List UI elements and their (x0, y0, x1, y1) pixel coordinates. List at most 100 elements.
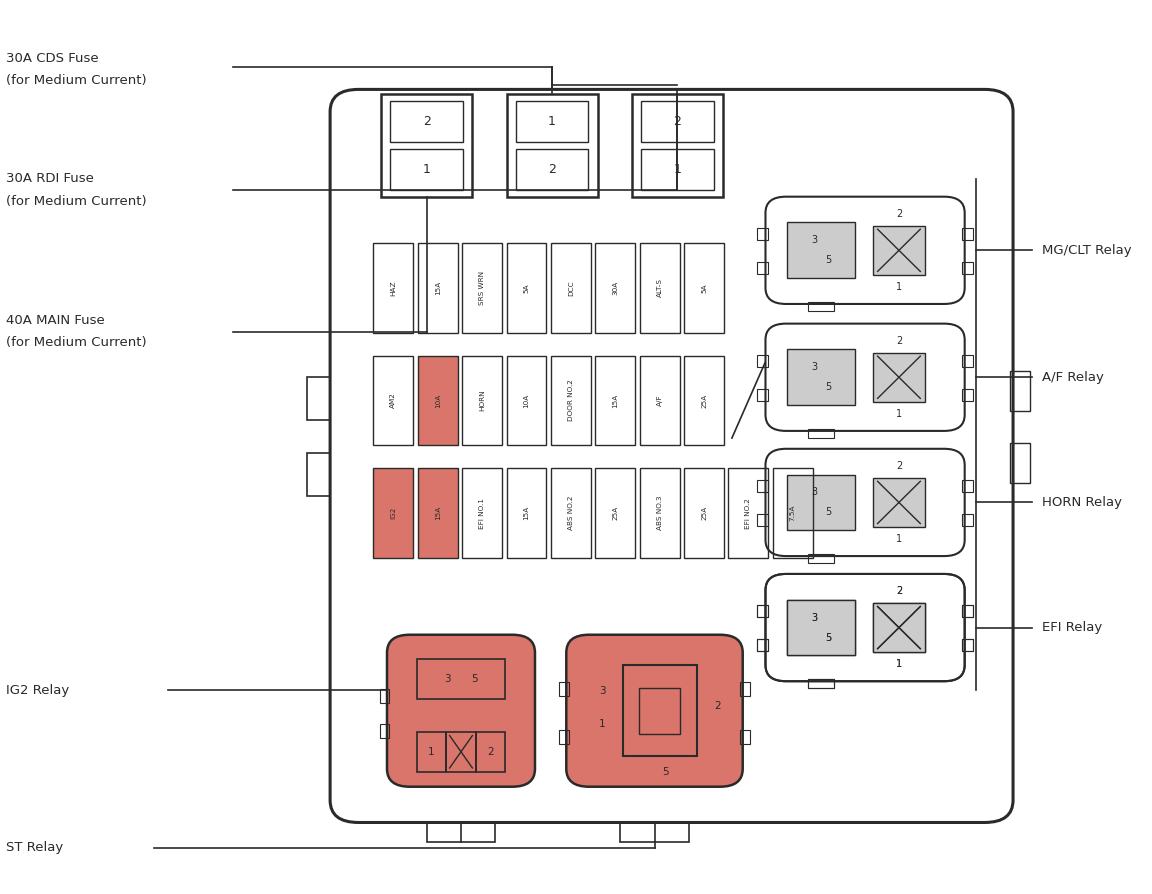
Text: 10A: 10A (523, 393, 530, 408)
Text: 1: 1 (896, 659, 902, 669)
Text: HORN Relay: HORN Relay (1041, 496, 1122, 509)
Text: 5: 5 (471, 674, 478, 684)
Bar (507, 356, 546, 445)
Bar (962, 262, 973, 274)
Bar (873, 603, 925, 653)
Text: 2: 2 (896, 336, 902, 346)
Bar (962, 639, 973, 651)
Bar (962, 605, 973, 617)
Text: 3: 3 (811, 612, 818, 622)
Text: 2: 2 (896, 461, 902, 471)
Text: 5: 5 (825, 383, 831, 392)
Bar (308, 377, 331, 420)
Text: 5: 5 (825, 508, 831, 518)
Bar (507, 468, 546, 558)
Text: ALT-S: ALT-S (657, 278, 662, 298)
Text: (for Medium Current): (for Medium Current) (6, 336, 146, 349)
Text: EFI NO.1: EFI NO.1 (479, 498, 485, 528)
Bar (788, 600, 855, 655)
Text: ABS NO.2: ABS NO.2 (568, 496, 574, 530)
Bar (551, 356, 591, 445)
Bar (418, 356, 457, 445)
Bar (418, 468, 457, 558)
Bar (873, 225, 925, 275)
Bar (757, 514, 767, 526)
Bar (623, 665, 697, 756)
Text: 1: 1 (896, 409, 902, 418)
Bar (757, 639, 767, 651)
Bar (962, 228, 973, 240)
Text: 30A RDI Fuse: 30A RDI Fuse (6, 173, 93, 185)
Bar (788, 475, 855, 530)
Bar (559, 730, 569, 744)
Bar (809, 554, 834, 563)
Bar (757, 389, 767, 401)
Text: 2: 2 (423, 114, 431, 128)
Text: A/F Relay: A/F Relay (1041, 371, 1104, 384)
Bar (417, 659, 506, 698)
Bar (962, 389, 973, 401)
Text: 3: 3 (811, 612, 818, 622)
Bar (684, 468, 723, 558)
Text: 3: 3 (445, 674, 450, 684)
Bar (773, 468, 812, 558)
Text: 1: 1 (423, 163, 431, 176)
FancyBboxPatch shape (387, 635, 535, 787)
Text: 1: 1 (896, 282, 902, 291)
Bar (873, 477, 925, 527)
Bar (596, 356, 635, 445)
Text: 1: 1 (548, 114, 556, 128)
Bar (757, 480, 767, 492)
Text: 30A: 30A (612, 281, 619, 295)
Text: IG2: IG2 (391, 507, 396, 519)
Text: 2: 2 (714, 701, 721, 711)
Text: ST Relay: ST Relay (6, 841, 63, 854)
Text: 5: 5 (662, 767, 669, 778)
Bar (308, 453, 331, 496)
Bar (962, 639, 973, 651)
Text: DCC: DCC (568, 280, 574, 296)
Text: 15A: 15A (434, 506, 441, 520)
Text: 2: 2 (896, 586, 902, 596)
Text: 15A: 15A (434, 281, 441, 295)
Bar (757, 228, 767, 240)
Bar (417, 732, 446, 772)
Text: 3: 3 (599, 686, 606, 696)
Bar (596, 243, 635, 333)
Bar (621, 822, 689, 842)
Bar (757, 355, 767, 367)
Text: 15A: 15A (523, 506, 530, 520)
Bar (559, 682, 569, 696)
Bar (507, 94, 598, 197)
Text: 1: 1 (429, 746, 434, 756)
Bar (741, 730, 750, 744)
Bar (728, 468, 768, 558)
Text: IG2 Relay: IG2 Relay (6, 684, 69, 696)
Bar (809, 302, 834, 311)
Bar (596, 468, 635, 558)
Bar (741, 682, 750, 696)
Bar (380, 724, 389, 738)
Text: 40A MAIN Fuse: 40A MAIN Fuse (6, 314, 105, 326)
Text: 1: 1 (896, 534, 902, 544)
Bar (639, 688, 680, 733)
Bar (639, 243, 680, 333)
Bar (757, 605, 767, 617)
Text: (for Medium Current): (for Medium Current) (6, 74, 146, 87)
Bar (639, 356, 680, 445)
Text: EFI Relay: EFI Relay (1041, 621, 1101, 634)
Bar (391, 101, 463, 141)
Text: HAZ: HAZ (391, 280, 396, 296)
Bar (788, 223, 855, 278)
Bar (788, 350, 855, 405)
Bar (418, 243, 457, 333)
FancyBboxPatch shape (567, 635, 743, 787)
Bar (373, 468, 414, 558)
Bar (962, 514, 973, 526)
Bar (462, 356, 502, 445)
Text: MG/CLT Relay: MG/CLT Relay (1041, 244, 1131, 257)
Bar (873, 352, 925, 402)
Text: A/F: A/F (657, 394, 662, 407)
Text: AM2: AM2 (391, 392, 396, 409)
Text: HORN: HORN (479, 390, 485, 411)
